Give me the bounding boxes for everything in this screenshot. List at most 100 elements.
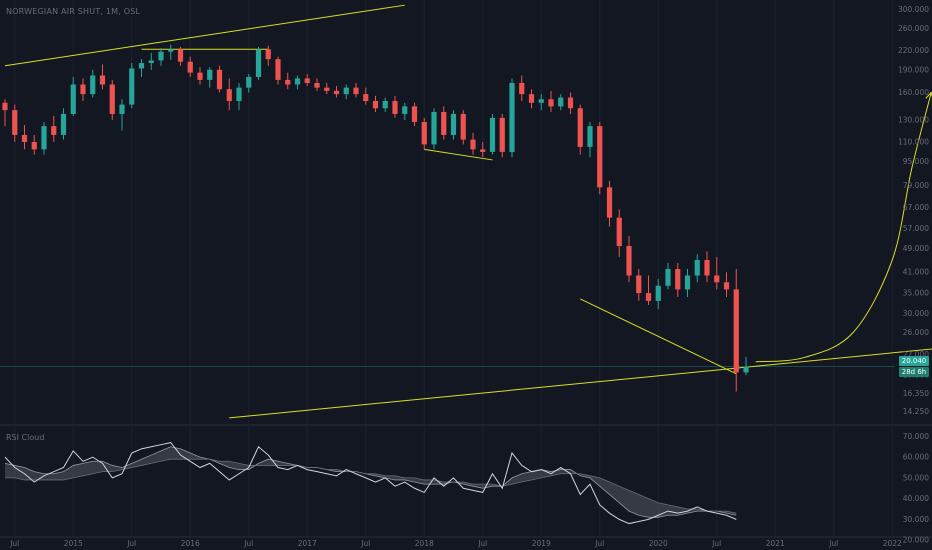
candle-down[interactable]	[265, 49, 271, 60]
candle-up[interactable]	[138, 63, 145, 69]
candle-down[interactable]	[187, 61, 193, 73]
time-tick-label: Jul	[477, 539, 487, 548]
drawings[interactable]	[4, 4, 932, 419]
candle-up[interactable]	[148, 60, 154, 64]
candle-down[interactable]	[548, 99, 554, 107]
candle-down[interactable]	[723, 282, 730, 290]
last-price-badge: 20.040	[899, 356, 929, 366]
time-tick-label: Jul	[594, 539, 604, 548]
candle-down[interactable]	[304, 78, 310, 83]
candle-down[interactable]	[626, 246, 632, 276]
candle-up[interactable]	[489, 117, 496, 152]
candle-down[interactable]	[31, 141, 37, 150]
candle-down[interactable]	[499, 117, 505, 152]
candle-up[interactable]	[655, 285, 661, 301]
candle-down[interactable]	[99, 75, 106, 85]
rsi-cloud-pane[interactable]	[4, 442, 737, 525]
candle-up[interactable]	[255, 49, 262, 77]
trend-line[interactable]	[580, 298, 737, 375]
candle-up[interactable]	[665, 269, 671, 286]
candle-up[interactable]	[129, 68, 135, 105]
candle-up[interactable]	[743, 366, 749, 373]
candle-down[interactable]	[733, 289, 739, 373]
candle-up[interactable]	[41, 126, 47, 150]
candle-down[interactable]	[441, 112, 447, 135]
candle-up[interactable]	[509, 82, 515, 152]
trend-line[interactable]	[229, 338, 932, 419]
candle-down[interactable]	[2, 102, 8, 111]
candle-up[interactable]	[450, 113, 457, 135]
candle-up[interactable]	[382, 101, 388, 109]
price-tick-label: 16.350	[903, 389, 929, 398]
candle-up[interactable]	[558, 97, 564, 107]
candle-down[interactable]	[324, 87, 330, 91]
candle-up[interactable]	[694, 259, 700, 276]
candle-down[interactable]	[392, 101, 398, 114]
candle-down[interactable]	[577, 108, 583, 147]
candle-down[interactable]	[597, 126, 603, 188]
rsi-fast-average-line[interactable]	[4, 446, 737, 518]
candle-down[interactable]	[275, 59, 281, 80]
candle-down[interactable]	[353, 87, 359, 95]
candle-down[interactable]	[480, 149, 486, 152]
rsi-tick-label: 20.000	[903, 536, 929, 545]
candle-up[interactable]	[70, 84, 76, 114]
candle-up[interactable]	[246, 76, 252, 88]
candle-up[interactable]	[402, 106, 408, 114]
candle-down[interactable]	[177, 49, 184, 62]
candle-down[interactable]	[51, 126, 57, 135]
candle-down[interactable]	[12, 110, 18, 135]
price-tick-label: 300.000	[898, 5, 929, 14]
candle-up[interactable]	[587, 126, 593, 147]
candle-up[interactable]	[90, 75, 96, 95]
candle-up[interactable]	[684, 275, 691, 290]
candle-down[interactable]	[470, 139, 476, 150]
countdown-badge: 28d 6h	[899, 367, 929, 377]
candle-up[interactable]	[538, 99, 544, 103]
candle-down[interactable]	[528, 94, 535, 103]
candle-up[interactable]	[343, 87, 349, 95]
candle-down[interactable]	[197, 72, 203, 80]
trend-line[interactable]	[424, 148, 493, 161]
candle-down[interactable]	[421, 121, 427, 145]
candle-down[interactable]	[80, 84, 86, 95]
candle-down[interactable]	[216, 69, 223, 90]
candle-up[interactable]	[158, 51, 164, 61]
candle-up[interactable]	[431, 112, 437, 145]
candle-down[interactable]	[411, 106, 418, 122]
candle-down[interactable]	[645, 293, 652, 301]
candle-down[interactable]	[21, 134, 28, 142]
candle-up[interactable]	[294, 78, 301, 85]
candles[interactable]	[2, 44, 749, 392]
time-tick-label: 2021	[766, 539, 785, 548]
candle-down[interactable]	[372, 101, 379, 109]
candle-down[interactable]	[616, 217, 622, 247]
time-tick-label: 2018	[415, 539, 434, 548]
candle-up[interactable]	[60, 113, 67, 135]
candle-down[interactable]	[675, 269, 681, 290]
candle-down[interactable]	[606, 187, 613, 218]
candle-down[interactable]	[519, 82, 525, 95]
rsi-slow-average-line[interactable]	[5, 458, 737, 514]
candle-down[interactable]	[333, 90, 340, 95]
candle-up[interactable]	[168, 49, 174, 52]
rsi-tick-label: 50.000	[903, 473, 929, 482]
trend-line[interactable]	[4, 4, 405, 67]
candle-down[interactable]	[226, 89, 232, 102]
rsi-tick-label: 70.000	[903, 432, 929, 441]
candle-down[interactable]	[109, 84, 115, 114]
candle-down[interactable]	[460, 113, 466, 140]
candle-down[interactable]	[567, 97, 574, 109]
candle-up[interactable]	[119, 104, 125, 114]
candle-down[interactable]	[714, 275, 720, 283]
candle-down[interactable]	[314, 82, 320, 88]
candle-down[interactable]	[285, 79, 291, 85]
candle-down[interactable]	[363, 94, 369, 102]
projection-curve[interactable]	[755, 92, 932, 363]
candle-down[interactable]	[636, 275, 642, 294]
candle-up[interactable]	[207, 69, 213, 80]
candle-up[interactable]	[236, 87, 242, 102]
candle-down[interactable]	[704, 259, 710, 276]
rsi-line[interactable]	[4, 442, 737, 525]
